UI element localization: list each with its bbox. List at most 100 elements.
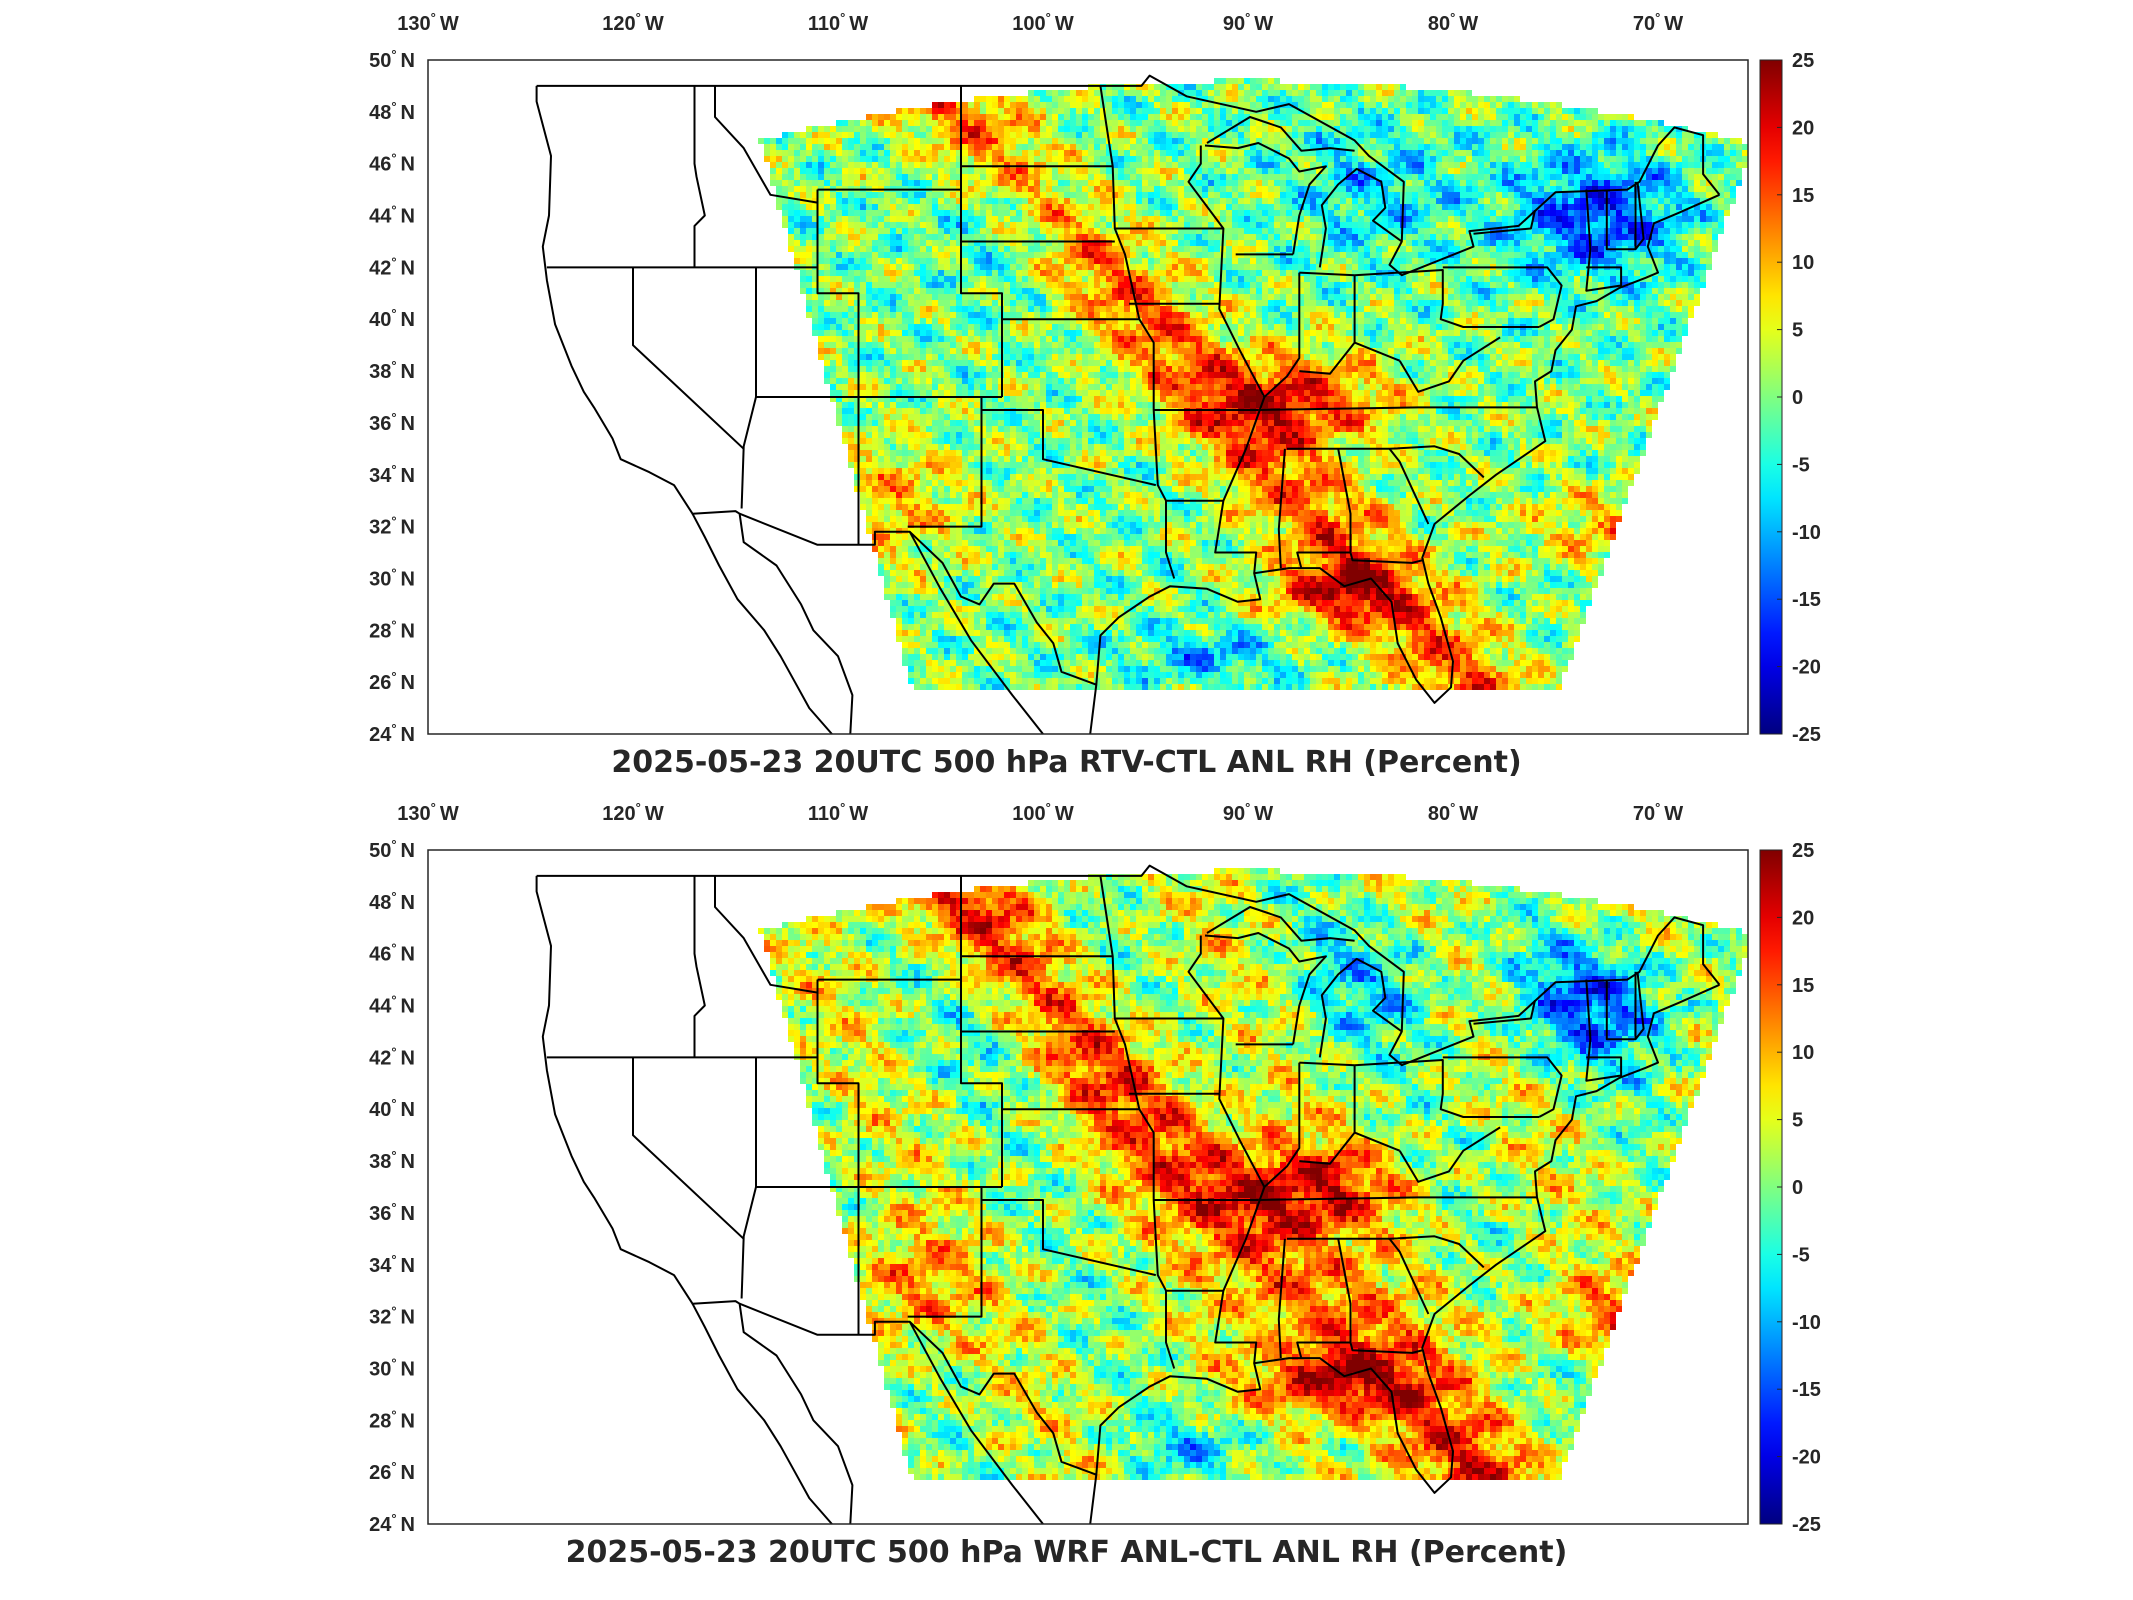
panel-title-bottom: 2025-05-23 20UTC 500 hPa WRF ANL-CTL ANL…	[0, 1535, 2133, 1570]
lon-tick-label: 130° W	[397, 10, 459, 35]
colorbar-tick-label: -10	[1792, 522, 1821, 544]
lat-tick-label: 48° N	[369, 99, 415, 124]
state-boundary	[1388, 448, 1430, 525]
lat-tick-label: 44° N	[369, 203, 415, 228]
state-boundary	[714, 875, 819, 994]
colorbar-tick-label: 20	[1792, 907, 1814, 929]
mexico-coast	[1089, 684, 1098, 735]
lat-tick-label: 24° N	[369, 721, 415, 746]
lat-tick-label: 34° N	[369, 1252, 415, 1277]
state-boundary	[1277, 448, 1286, 569]
state-boundary	[1354, 269, 1540, 328]
mexico-border	[908, 531, 1044, 735]
map-frame	[427, 59, 1749, 735]
lat-tick-label: 46° N	[369, 151, 415, 176]
state-boundary	[816, 979, 860, 1335]
rh-difference-field	[758, 78, 1748, 690]
colorbar-tick-label: -10	[1792, 1312, 1821, 1334]
state-boundary	[1349, 1342, 1423, 1354]
state-boundary	[714, 85, 819, 204]
baja-coast	[691, 1303, 833, 1525]
state-boundary	[1206, 116, 1355, 152]
lat-tick-label: 44° N	[369, 993, 415, 1018]
lat-tick-label: 42° N	[369, 254, 415, 279]
lat-tick-label: 36° N	[369, 410, 415, 435]
lon-tick-label: 80° W	[1428, 10, 1478, 35]
colorbar-tick-label: -20	[1792, 1447, 1821, 1469]
colorbar-tick-label: 0	[1792, 387, 1803, 409]
mexico-coast	[1089, 1474, 1098, 1525]
state-boundary	[1299, 275, 1356, 375]
state-boundary	[1398, 1126, 1501, 1183]
lon-tick-label: 100° W	[1012, 800, 1074, 825]
state-boundary	[1585, 189, 1623, 292]
state-boundary	[632, 1057, 745, 1240]
colorbar-tick-label: -25	[1792, 1514, 1821, 1536]
coastline	[535, 85, 1720, 704]
state-boundary	[1187, 935, 1266, 1364]
state-boundary	[1398, 336, 1501, 393]
colorbar-tick-label: -20	[1792, 657, 1821, 679]
lat-tick-label: 32° N	[369, 1304, 415, 1329]
state-boundary	[693, 85, 706, 268]
lon-tick-label: 110° W	[808, 800, 868, 825]
lat-tick-label: 30° N	[369, 565, 415, 590]
lat-tick-label: 42° N	[369, 1044, 415, 1069]
lat-tick-label: 26° N	[369, 669, 415, 694]
canada-border	[536, 864, 1721, 1067]
lat-tick-label: 32° N	[369, 514, 415, 539]
state-boundary	[1473, 210, 1536, 235]
state-boundary	[816, 189, 860, 545]
colorbar-tick-label: 25	[1792, 840, 1814, 862]
lat-tick-label: 40° N	[369, 306, 415, 331]
lat-tick-label: 34° N	[369, 462, 415, 487]
state-boundary	[1473, 1000, 1536, 1025]
lat-tick-label: 40° N	[369, 1096, 415, 1121]
lat-tick-label: 36° N	[369, 1200, 415, 1225]
state-boundary	[1258, 1196, 1537, 1201]
state-boundary	[907, 1187, 983, 1318]
colorbar-tick-label: -25	[1792, 724, 1821, 746]
state-boundary	[1206, 906, 1355, 942]
state-boundary	[1585, 979, 1623, 1082]
state-boundary	[632, 267, 745, 450]
colorbar-tick-label: 5	[1792, 1110, 1803, 1132]
state-boundary	[1099, 875, 1155, 1200]
state-boundary	[1204, 932, 1327, 1045]
lon-tick-label: 70° W	[1633, 10, 1683, 35]
map-boundaries	[535, 864, 1721, 1525]
colorbar-tick-label: -15	[1792, 1379, 1821, 1401]
lon-tick-label: 90° W	[1223, 10, 1273, 35]
state-boundary	[1287, 1235, 1485, 1269]
panel-top: 130° W 120° W 110° W 100° W 90° W 80° W 70° W 50° N 48° N…	[369, 10, 1821, 746]
colorbar-tick-label: -5	[1792, 1244, 1810, 1266]
state-boundary	[1318, 167, 1403, 268]
state-boundary	[1299, 1065, 1356, 1165]
lat-tick-label: 38° N	[369, 358, 415, 383]
state-boundary	[1354, 1059, 1540, 1118]
state-boundary	[1388, 1238, 1430, 1315]
lon-tick-label: 110° W	[808, 10, 868, 35]
lat-tick-label: 28° N	[369, 1407, 415, 1432]
state-boundary	[1354, 1131, 1401, 1152]
lon-tick-label: 120° W	[602, 10, 664, 35]
lat-tick-label: 46° N	[369, 941, 415, 966]
lat-tick-label: 50° N	[369, 837, 415, 862]
lon-tick-label: 120° W	[602, 800, 664, 825]
state-boundary	[1349, 552, 1423, 564]
lat-tick-label: 48° N	[369, 889, 415, 914]
map-frame	[427, 849, 1749, 1525]
state-boundary	[981, 1199, 1157, 1277]
lon-tick-label: 100° W	[1012, 10, 1074, 35]
colorbar-tick-label: 20	[1792, 117, 1814, 139]
baja-coast	[691, 513, 833, 735]
map-svg-top: 130° W 120° W 110° W 100° W 90° W 80° W 70° W 50° N 48° N…	[369, 10, 1821, 746]
mexico-border	[908, 1321, 1044, 1525]
colorbar-tick-label: -5	[1792, 454, 1810, 476]
colorbar-tick-label: 10	[1792, 252, 1814, 274]
colorbar-tick-label: 25	[1792, 50, 1814, 72]
lat-tick-label: 24° N	[369, 1511, 415, 1536]
lon-tick-label: 130° W	[397, 800, 459, 825]
state-boundary	[1442, 1056, 1563, 1118]
state-boundary	[981, 409, 1157, 487]
